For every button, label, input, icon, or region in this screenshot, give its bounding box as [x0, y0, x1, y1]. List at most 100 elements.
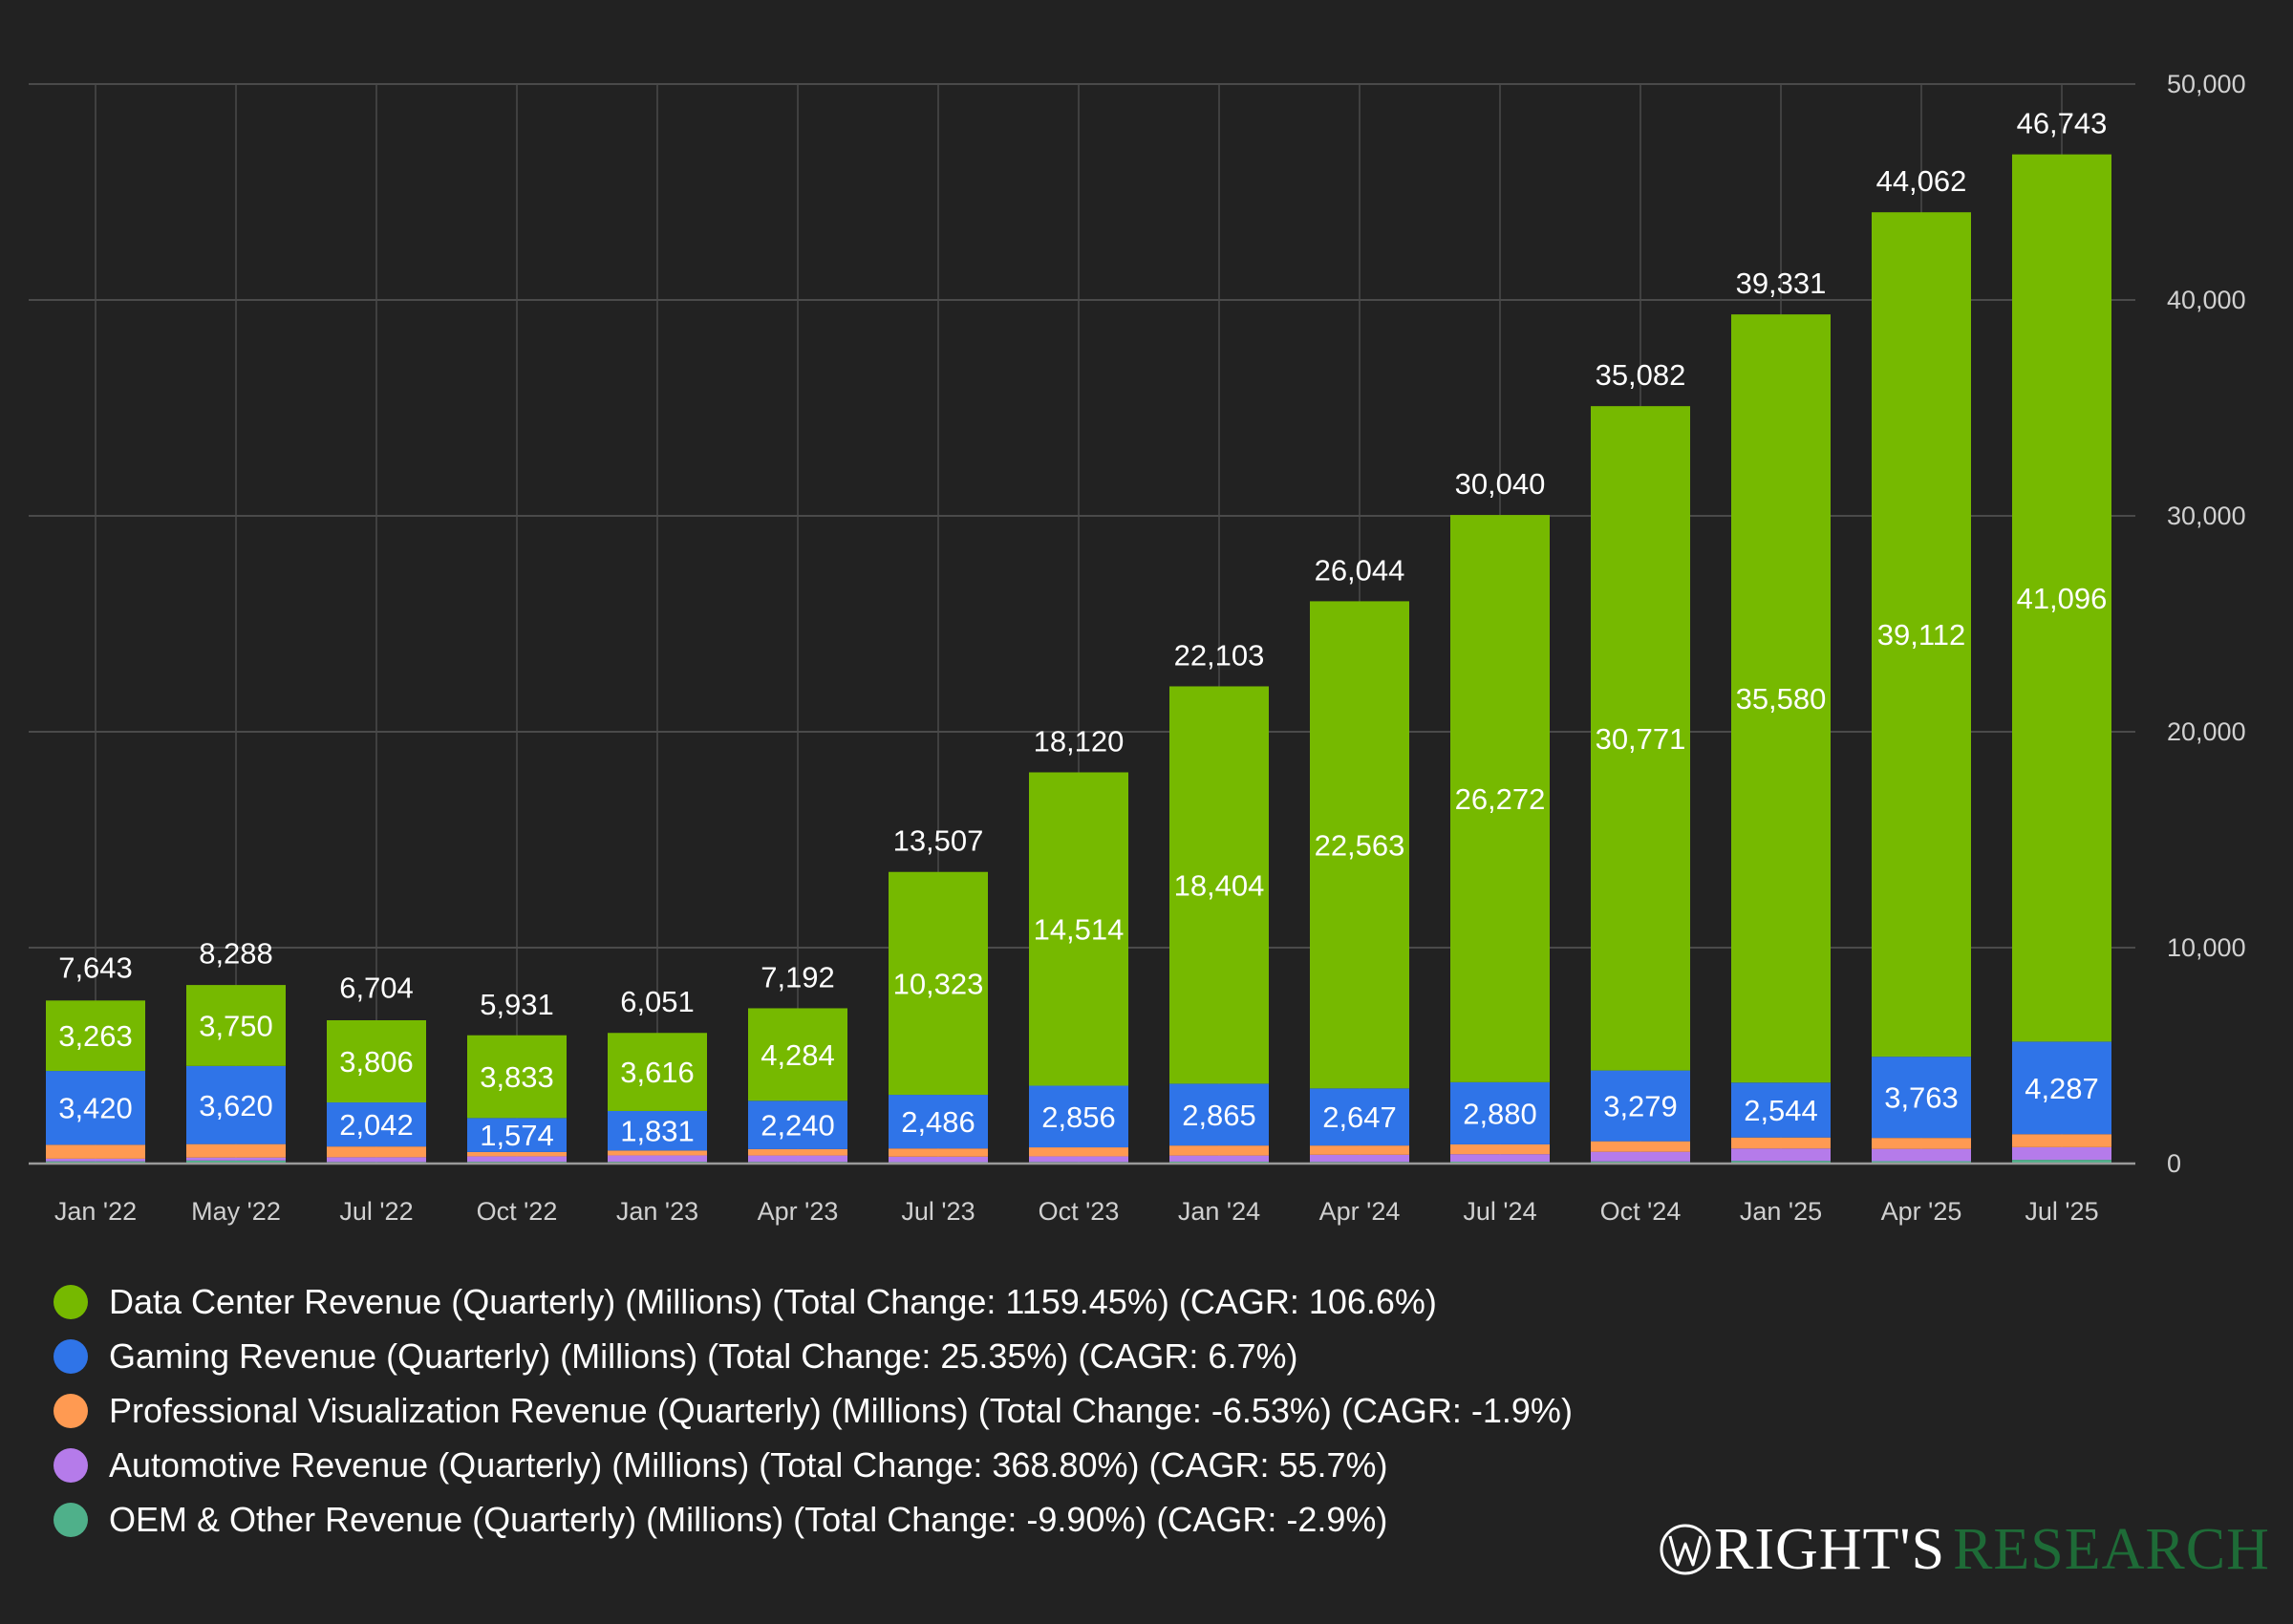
brand-name-primary: RIGHT'S [1714, 1516, 1946, 1582]
bar-segment [1450, 515, 1550, 1082]
bar-total-label: 22,103 [1174, 638, 1265, 672]
bar-segment [1310, 1088, 1409, 1146]
bar-total-label: 39,331 [1736, 267, 1827, 300]
x-tick-label: Jul '22 [339, 1197, 413, 1226]
bar-segment [1310, 1145, 1409, 1155]
x-tick-label: Oct '22 [477, 1197, 558, 1226]
bar-segment [1591, 1070, 1690, 1142]
legend-item[interactable]: Professional Visualization Revenue (Quar… [54, 1383, 1573, 1438]
bar-segment [1731, 1148, 1831, 1162]
bar-total-label: 6,704 [339, 971, 414, 1004]
bar-value-label: 2,042 [339, 1108, 414, 1142]
x-tick-label: Apr '23 [758, 1197, 839, 1226]
bar-value-label: 3,806 [339, 1045, 414, 1079]
legend-item[interactable]: Data Center Revenue (Quarterly) (Million… [54, 1274, 1573, 1329]
bar-segment [748, 1100, 847, 1149]
bar-total-label: 8,288 [199, 937, 273, 971]
legend-item[interactable]: Automotive Revenue (Quarterly) (Millions… [54, 1438, 1573, 1492]
bar-value-label: 14,514 [1034, 912, 1125, 946]
bar-total-label: 18,120 [1034, 724, 1125, 758]
bar-segment [46, 1071, 145, 1145]
bar-segment [186, 1160, 286, 1164]
y-tick-label: 0 [2167, 1149, 2181, 1178]
bar-segment [889, 871, 988, 1096]
x-tick-label: Jan '25 [1740, 1197, 1822, 1226]
bar-segment [327, 1146, 426, 1158]
bar-value-label: 10,323 [893, 967, 984, 1000]
bar-segment [2012, 154, 2111, 1042]
y-tick-label: 20,000 [2167, 717, 2246, 746]
bar-value-label: 3,279 [1603, 1090, 1678, 1123]
bar-value-label: 3,263 [58, 1019, 133, 1053]
bar-total-label: 13,507 [893, 824, 984, 858]
bar-value-label: 3,620 [199, 1089, 273, 1122]
legend-item[interactable]: OEM & Other Revenue (Quarterly) (Million… [54, 1492, 1573, 1547]
bar-segment [467, 1035, 567, 1119]
bar-segment [1169, 686, 1269, 1084]
bar-segment [1872, 1161, 1971, 1164]
bar-value-label: 2,865 [1182, 1099, 1256, 1132]
bar-value-label: 26,272 [1455, 782, 1546, 816]
wright-w-logo-icon [1660, 1524, 1711, 1575]
x-tick-label: Apr '25 [1881, 1197, 1962, 1226]
bar-segment [1731, 1082, 1831, 1138]
bar-segment [608, 1155, 707, 1163]
bar-value-label: 3,750 [199, 1009, 273, 1042]
bar-total-label: 6,051 [620, 985, 695, 1018]
bar-value-label: 22,563 [1315, 828, 1405, 862]
bar-total-label: 35,082 [1596, 358, 1686, 392]
bar-segment [889, 1095, 988, 1149]
legend-item[interactable]: Gaming Revenue (Quarterly) (Millions) (T… [54, 1329, 1573, 1383]
bar-segment [1872, 1138, 1971, 1149]
bar-segment [1450, 1154, 1550, 1163]
bar-value-label: 18,404 [1174, 868, 1265, 902]
bar-segment [2012, 1041, 2111, 1135]
legend-label: OEM & Other Revenue (Quarterly) (Million… [109, 1499, 1388, 1539]
bar-segment [608, 1110, 707, 1151]
bar-segment [748, 1148, 847, 1156]
bar-segment [467, 1156, 567, 1163]
bar-value-label: 4,284 [761, 1038, 835, 1072]
y-tick-label: 10,000 [2167, 933, 2246, 962]
bar-value-label: 3,420 [58, 1092, 133, 1125]
bar-segment [327, 1020, 426, 1103]
bar-total-label: 44,062 [1876, 164, 1967, 198]
bar-segment [2012, 1134, 2111, 1147]
x-tick-label: Jul '23 [901, 1197, 975, 1226]
bar-segment [186, 1157, 286, 1161]
bar-segment [327, 1102, 426, 1147]
x-tick-label: Jan '24 [1178, 1197, 1260, 1226]
bar-value-label: 2,486 [901, 1105, 975, 1139]
bar-total-label: 5,931 [480, 988, 554, 1021]
bar-segment [1169, 1155, 1269, 1162]
bar-total-label: 7,643 [58, 951, 133, 984]
x-tick-label: Apr '24 [1319, 1197, 1401, 1226]
bar-segment [1731, 1161, 1831, 1164]
x-tick-label: Oct '23 [1039, 1197, 1120, 1226]
y-tick-label: 50,000 [2167, 70, 2246, 98]
bar-segment [2012, 1160, 2111, 1164]
bar-segment [186, 985, 286, 1066]
bar-segment [327, 1157, 426, 1163]
bar-value-label: 4,287 [2025, 1072, 2099, 1105]
legend-swatch [54, 1447, 88, 1483]
bar-value-label: 35,580 [1736, 682, 1827, 716]
x-tick-label: Oct '24 [1600, 1197, 1682, 1226]
bar-segment [748, 1155, 847, 1163]
brand-logo: RIGHT'S RESEARCH [1659, 1511, 2270, 1588]
bar-segment [1591, 1141, 1690, 1152]
bar-value-label: 3,833 [480, 1060, 554, 1094]
bar-segment [1169, 1145, 1269, 1156]
bar-segment [2012, 1146, 2111, 1161]
bar-total-label: 46,743 [2017, 107, 2108, 140]
bar-value-label: 2,856 [1041, 1100, 1116, 1134]
y-tick-label: 40,000 [2167, 286, 2246, 314]
bar-segment [608, 1150, 707, 1156]
bar-segment [1731, 314, 1831, 1083]
bar-value-label: 2,240 [761, 1109, 835, 1143]
legend-label: Gaming Revenue (Quarterly) (Millions) (T… [109, 1336, 1298, 1376]
legend-swatch [54, 1284, 88, 1319]
bar-segment [186, 1143, 286, 1158]
bar-value-label: 2,544 [1744, 1094, 1818, 1127]
bar-value-label: 41,096 [2017, 582, 2108, 615]
